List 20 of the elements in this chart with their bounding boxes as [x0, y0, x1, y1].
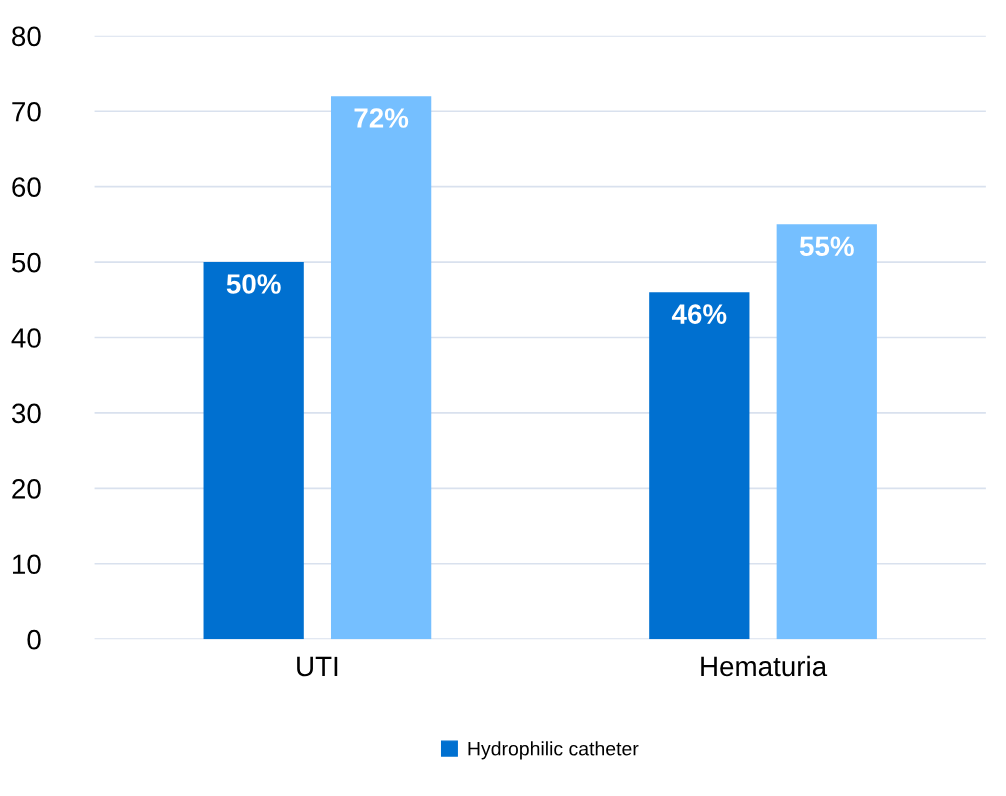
- data-label: 72%: [354, 108, 409, 128]
- data-label: 50%: [226, 274, 281, 294]
- y-tick-label: 50: [12, 252, 41, 273]
- bar: [330, 96, 432, 640]
- legend-label: Hydrophilic catheter: [468, 741, 639, 760]
- y-tick-label: 10: [13, 554, 41, 575]
- data-label: 55%: [799, 236, 854, 257]
- y-tick-label: 80: [12, 26, 41, 47]
- y-tick-label: 30: [11, 403, 41, 424]
- bar: [776, 224, 877, 640]
- y-tick-label: 60: [12, 177, 41, 197]
- data-label: 46%: [671, 304, 727, 324]
- y-tick-label: 40: [11, 328, 41, 348]
- y-tick-label: 0: [27, 629, 41, 650]
- x-tick-label: UTI: [297, 656, 338, 677]
- bar: [203, 262, 304, 640]
- bar: [649, 292, 750, 640]
- x-tick-label: Hematuria: [701, 655, 828, 677]
- y-tick-label: 70: [12, 101, 41, 122]
- y-tick-label: 20: [12, 479, 41, 499]
